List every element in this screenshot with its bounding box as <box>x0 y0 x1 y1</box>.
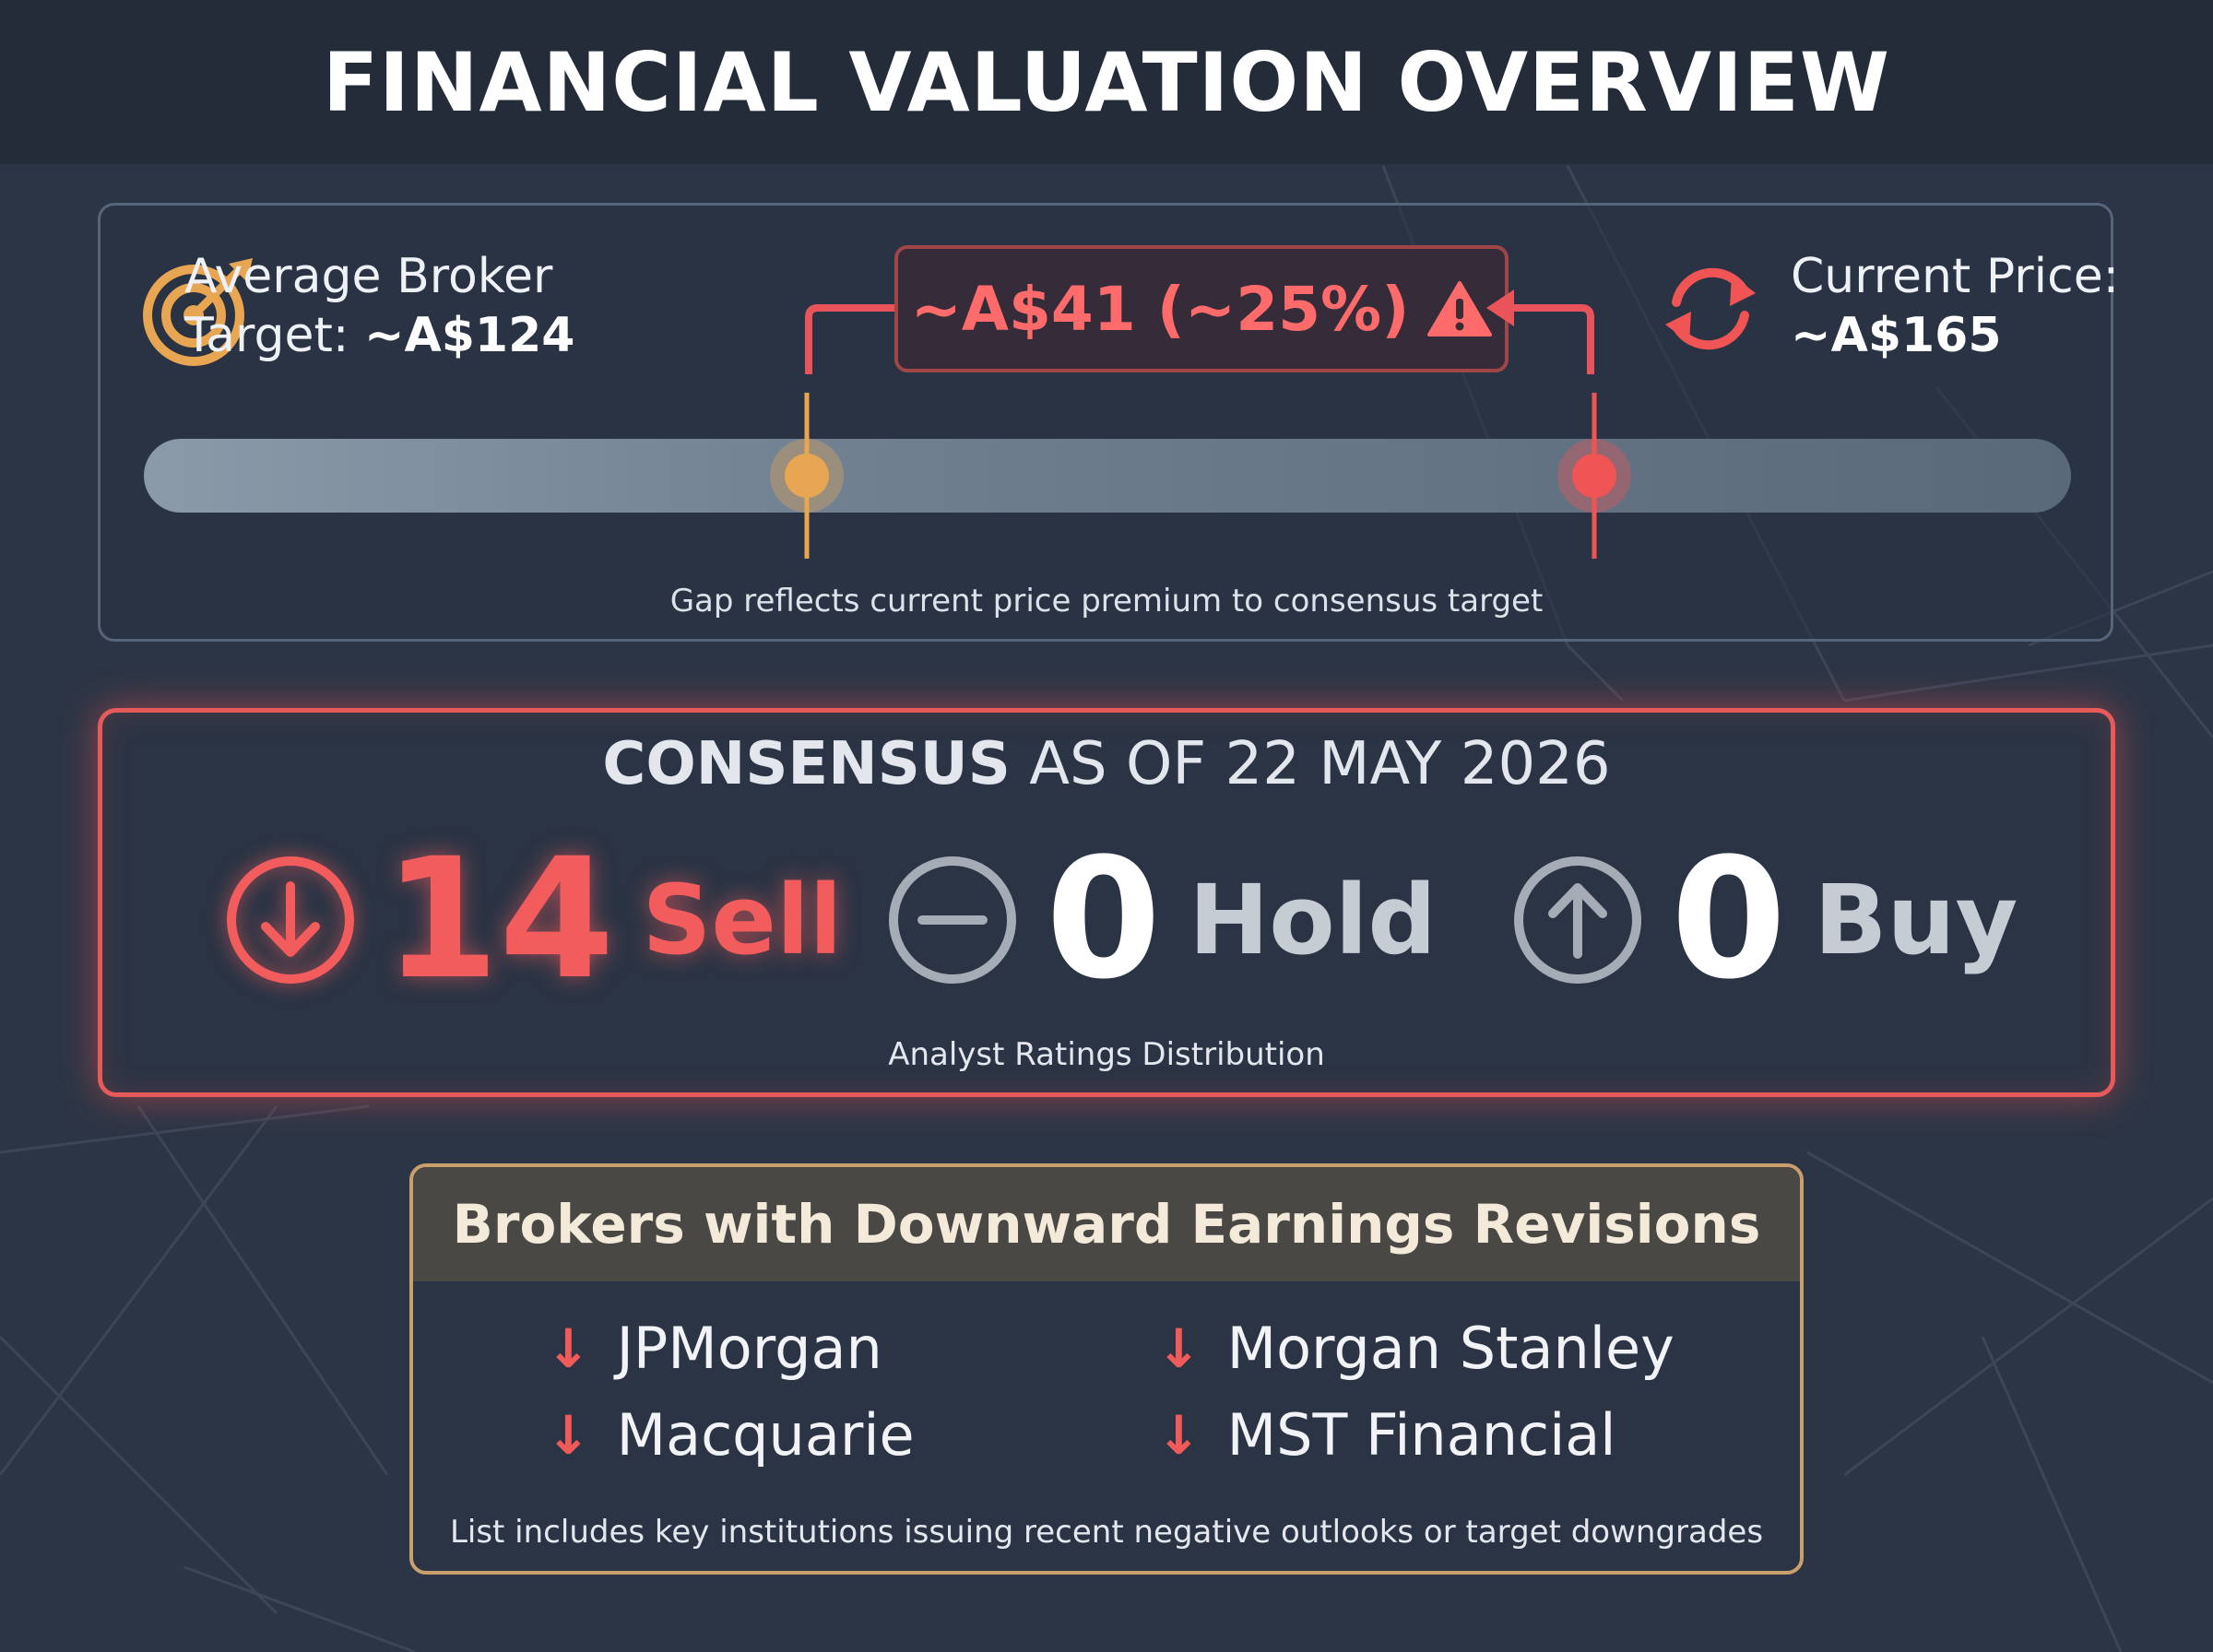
brokers-title: Brokers with Downward Earnings Revisions <box>452 1193 1761 1256</box>
broker-item: ↓ Morgan Stanley <box>1156 1315 1675 1382</box>
rating-sell: 14 Sell <box>221 837 842 1003</box>
gap-caption: Gap reflects current price premium to co… <box>669 583 1544 620</box>
minus-circle-icon <box>889 856 1016 984</box>
hold-count: 0 <box>1046 823 1162 1016</box>
current-price-value: ~A$165 <box>1791 308 2002 363</box>
buy-count: 0 <box>1671 823 1787 1016</box>
price-gap-value: ~A$41 (~25%) <box>910 273 1410 345</box>
page-title: FINANCIAL VALUATION OVERVIEW <box>323 34 1890 130</box>
hold-label: Hold <box>1189 864 1437 976</box>
arrow-down-circle-icon <box>227 856 354 984</box>
refresh-icon <box>1665 267 1756 350</box>
header-bar: FINANCIAL VALUATION OVERVIEW <box>0 0 2213 164</box>
buy-label: Buy <box>1814 864 2018 976</box>
current-price-marker <box>1557 393 1631 559</box>
broker-item: ↓ JPMorgan <box>546 1315 882 1382</box>
gap-bracket-connector <box>805 289 1594 374</box>
consensus-panel <box>98 708 2115 1097</box>
average-target-value: ~A$124 <box>363 308 575 363</box>
arrow-down-icon: ↓ <box>546 1316 591 1380</box>
rating-buy: 0 Buy <box>1509 837 2018 1003</box>
broker-item: ↓ MST Financial <box>1156 1401 1616 1469</box>
ratings-caption: Analyst Ratings Distribution <box>888 1036 1325 1073</box>
target-icon <box>143 258 253 366</box>
average-target-label: Average Broker Target: ~A$124 <box>184 249 575 363</box>
sell-label: Sell <box>642 864 843 976</box>
arrow-down-icon: ↓ <box>1156 1403 1201 1467</box>
rating-hold: 0 Hold <box>883 837 1437 1003</box>
target-marker <box>770 393 844 559</box>
consensus-title: CONSENSUS AS OF 22 MAY 2026 <box>602 730 1611 798</box>
price-gap-badge: ~A$41 (~25%) <box>894 245 1509 372</box>
current-price-label: Current Price: ~A$165 <box>1791 249 2120 363</box>
arrow-down-icon: ↓ <box>546 1403 591 1467</box>
sell-count: 14 <box>384 823 615 1016</box>
warning-icon <box>1427 281 1493 336</box>
brokers-panel-header: Brokers with Downward Earnings Revisions <box>413 1167 1800 1281</box>
brokers-panel: Brokers with Downward Earnings Revisions <box>409 1163 1804 1575</box>
arrow-up-circle-icon <box>1514 856 1641 984</box>
broker-item: ↓ Macquarie <box>546 1401 915 1469</box>
price-range-track <box>144 439 2071 513</box>
brokers-caption: List includes key institutions issuing r… <box>449 1514 1764 1551</box>
arrow-down-icon: ↓ <box>1156 1316 1201 1380</box>
